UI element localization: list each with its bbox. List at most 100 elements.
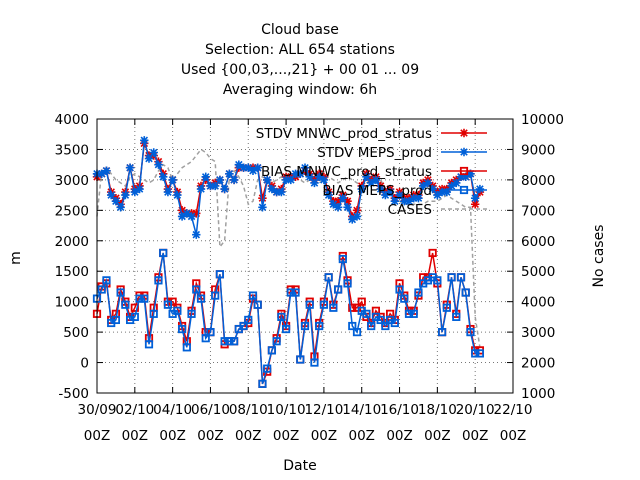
- legend-marker-0-shape: [459, 128, 469, 138]
- series-point-1-shape: [357, 184, 366, 194]
- series-point-1-shape: [135, 184, 144, 194]
- series-point-1: [206, 181, 215, 191]
- series-point-1: [333, 203, 343, 212]
- y-tick-label: 2500: [55, 203, 89, 219]
- series-point-1-shape: [187, 212, 196, 221]
- series-point-1: [173, 190, 182, 200]
- series-point-3: [324, 273, 333, 282]
- series-1: [92, 136, 485, 239]
- series-point-0: [343, 197, 352, 206]
- series-point-1-shape: [314, 172, 324, 182]
- series-point-1: [300, 163, 310, 172]
- series-point-1: [267, 184, 277, 194]
- series-point-3: [376, 315, 385, 325]
- series-point-1-shape: [258, 203, 267, 212]
- series-point-3: [390, 318, 399, 328]
- series-point-3: [310, 358, 319, 367]
- series-point-1: [314, 172, 324, 182]
- y-tick-label: 2000: [55, 234, 89, 250]
- x-tick-date: 06/10: [191, 402, 230, 418]
- legend-marker-2: [459, 166, 469, 176]
- series-point-1: [329, 200, 338, 209]
- series-point-1: [220, 184, 229, 194]
- series-point-1: [144, 154, 154, 163]
- legend-marker-1: [459, 147, 469, 157]
- series-point-1-shape: [305, 172, 314, 182]
- series-point-1: [385, 187, 395, 197]
- series-point-3: [343, 279, 352, 288]
- series-point-1: [135, 184, 144, 194]
- series-point-1: [158, 172, 168, 182]
- title-line-1: Cloud base: [261, 22, 339, 38]
- series-point-3: [433, 276, 442, 285]
- series-point-3: [367, 321, 376, 331]
- series-point-1: [154, 160, 163, 169]
- series-point-3: [277, 312, 286, 321]
- series-point-3: [206, 328, 215, 337]
- series-point-1: [447, 181, 456, 191]
- series-point-1-shape: [428, 184, 437, 194]
- series-point-1: [433, 190, 442, 200]
- series-point-3: [286, 288, 295, 297]
- series-point-3: [456, 273, 466, 282]
- x-tick-date: 18/10: [418, 402, 457, 418]
- legend-label-3: BIAS MEPS_prod: [322, 183, 432, 199]
- series-point-1: [371, 175, 381, 185]
- y2-axis-label: No cases: [591, 225, 607, 288]
- series-point-3: [192, 285, 201, 294]
- series-point-1-shape: [239, 163, 248, 172]
- x-tick-date: 30/09: [78, 402, 117, 418]
- series-point-1: [305, 172, 314, 182]
- series-point-1-shape: [333, 203, 343, 212]
- series-point-1: [343, 203, 352, 212]
- series-point-0-shape: [352, 206, 362, 215]
- legend-label-0: STDV MNWC_prod_stratus: [256, 126, 432, 142]
- series-point-1-shape: [111, 197, 121, 206]
- series-point-1-shape: [154, 160, 163, 169]
- series-point-1-shape: [437, 187, 447, 197]
- series-point-1: [125, 163, 135, 172]
- series-point-1-shape: [395, 190, 404, 200]
- y-tick-label: 3000: [55, 173, 89, 189]
- legend-label-2: BIAS MNWC_prod_stratus: [261, 164, 432, 180]
- title-line-4: Averaging window: 6h: [223, 82, 377, 98]
- series-point-1: [182, 209, 192, 218]
- series-point-1: [130, 187, 140, 197]
- series-point-1: [102, 166, 111, 175]
- series-point-3: [149, 309, 158, 318]
- series-point-0-shape: [192, 209, 201, 218]
- series-point-3: [319, 300, 329, 309]
- series-point-1-shape: [220, 184, 229, 194]
- series-point-1: [428, 184, 437, 194]
- y-tick-label: 500: [63, 325, 89, 341]
- series-point-3: [163, 300, 173, 309]
- series-point-3: [329, 303, 338, 312]
- series-point-1: [277, 187, 286, 197]
- series-point-1: [286, 175, 296, 185]
- series-point-3: [102, 276, 111, 285]
- series-point-3: [267, 346, 277, 355]
- series-point-3: [471, 349, 480, 358]
- series-point-1: [244, 163, 253, 172]
- series-point-3: [97, 285, 106, 294]
- y-tick-label: 1000: [55, 295, 89, 311]
- x-tick-hour: 00Z: [84, 428, 110, 444]
- y-axis-ticks: -500 0 500 1000 1500 2000 2500 3000 3500 4000: [55, 112, 103, 402]
- series-point-1: [177, 212, 187, 221]
- series-point-1-shape: [390, 197, 400, 206]
- series-point-1: [121, 190, 130, 200]
- legend-marker-3: [459, 185, 469, 195]
- series-point-1: [357, 184, 366, 194]
- series-point-1-shape: [466, 169, 475, 178]
- series-point-1-shape: [286, 175, 296, 185]
- series-point-1: [187, 212, 196, 221]
- series-point-1: [400, 197, 409, 206]
- series-point-1-shape: [348, 215, 357, 224]
- series-point-1: [97, 169, 106, 178]
- series-point-3: [409, 309, 418, 318]
- y2-tick-label: 6000: [521, 234, 555, 250]
- series-point-1: [324, 190, 333, 200]
- series-point-1: [258, 203, 267, 212]
- series-point-1: [437, 187, 447, 197]
- x-tick-date: 20/10: [456, 402, 495, 418]
